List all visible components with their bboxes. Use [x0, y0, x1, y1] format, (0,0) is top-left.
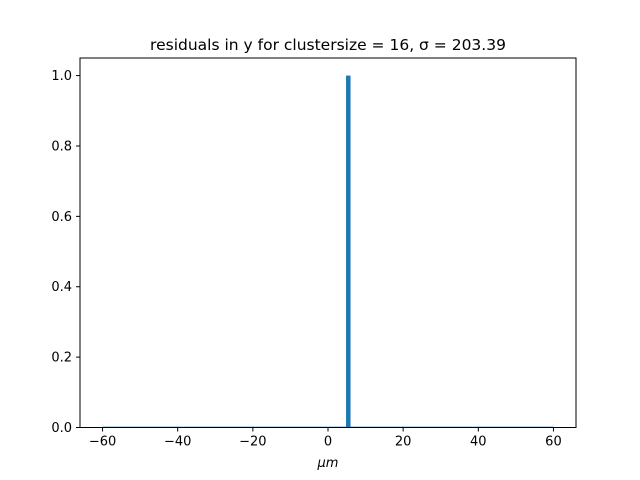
- y-tick-label: 0.4: [51, 280, 72, 295]
- x-tick-label: −60: [89, 435, 116, 450]
- x-axis: −60 −40 −20 0 20 40 60: [89, 427, 562, 450]
- y-axis: 0.0 0.2 0.4 0.6 0.8 1.0: [51, 69, 80, 436]
- y-tick-label: 0.2: [51, 351, 72, 366]
- x-tick-label: −20: [239, 435, 266, 450]
- y-tick-label: 0.0: [51, 421, 72, 436]
- x-tick-label: 20: [395, 435, 412, 450]
- x-tick-label: 60: [545, 435, 562, 450]
- axes-frame: [79, 57, 577, 428]
- x-tick-label: −40: [164, 435, 191, 450]
- x-axis-label: μm: [317, 456, 339, 471]
- y-tick-label: 0.8: [51, 139, 72, 154]
- x-tick-label: 0: [324, 435, 332, 450]
- chart-title: residuals in y for clustersize = 16, σ =…: [150, 36, 506, 54]
- histogram-bar: [346, 75, 351, 428]
- y-tick-label: 0.6: [51, 210, 72, 225]
- x-tick-label: 40: [470, 435, 487, 450]
- y-tick-label: 1.0: [51, 69, 72, 84]
